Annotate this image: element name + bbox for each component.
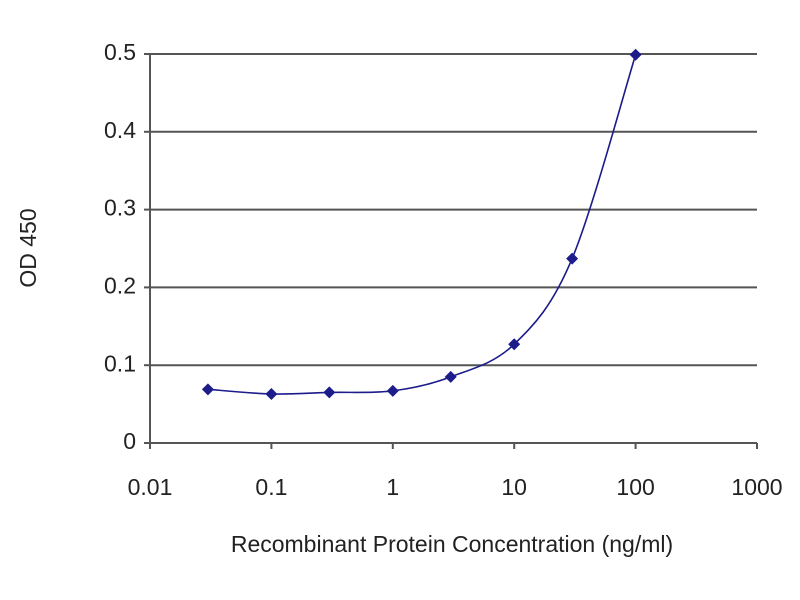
data-point bbox=[201, 383, 214, 396]
x-tick-label: 100 bbox=[616, 474, 654, 500]
y-tick-label: 0.3 bbox=[104, 195, 136, 221]
data-point bbox=[444, 370, 457, 383]
x-tick-label: 0.01 bbox=[128, 474, 173, 500]
x-tick-label: 10 bbox=[501, 474, 527, 500]
data-point bbox=[508, 338, 521, 351]
y-tick-label: 0.5 bbox=[104, 39, 136, 65]
data-point bbox=[265, 387, 278, 400]
x-tick-label: 1 bbox=[386, 474, 399, 500]
y-tick-label: 0.2 bbox=[104, 272, 136, 298]
x-tick-label: 0.1 bbox=[255, 474, 287, 500]
y-tick-label: 0.1 bbox=[104, 350, 136, 376]
y-tick-label: 0 bbox=[123, 428, 136, 454]
data-line bbox=[207, 54, 637, 395]
data-point bbox=[629, 48, 642, 61]
x-tick-label: 1000 bbox=[731, 474, 782, 500]
data-point bbox=[323, 386, 336, 399]
y-axis-label: OD 450 bbox=[15, 208, 41, 287]
y-tick-label: 0.4 bbox=[104, 117, 136, 143]
data-point bbox=[566, 252, 579, 265]
data-point bbox=[386, 384, 399, 397]
x-axis-label: Recombinant Protein Concentration (ng/ml… bbox=[231, 531, 673, 557]
